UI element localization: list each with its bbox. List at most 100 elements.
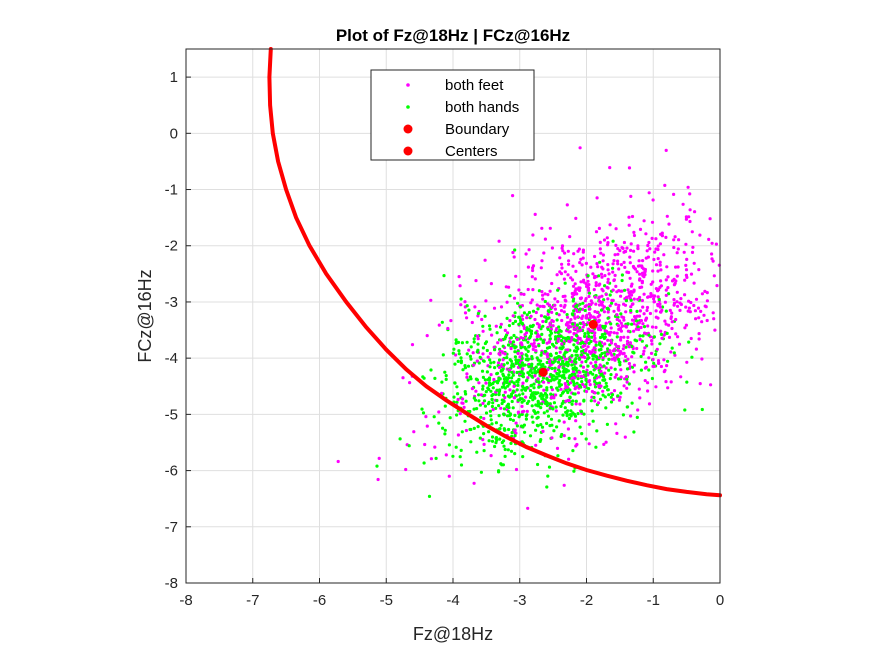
scatter-point [609, 395, 613, 399]
scatter-point [404, 467, 408, 472]
scatter-point [583, 355, 587, 360]
scatter-point [672, 192, 676, 196]
scatter-point [548, 406, 553, 410]
scatter-point [675, 251, 679, 255]
scatter-point [654, 385, 658, 389]
scatter-point [606, 338, 610, 342]
scatter-point [635, 270, 639, 274]
scatter-point [586, 279, 590, 283]
scatter-point [685, 275, 689, 279]
scatter-point [515, 370, 519, 375]
scatter-point [591, 357, 595, 361]
scatter-point [540, 226, 544, 230]
scatter-point [443, 428, 447, 432]
scatter-point [541, 340, 545, 345]
scatter-point [586, 353, 590, 357]
scatter-point [481, 384, 485, 388]
scatter-point [597, 295, 602, 299]
scatter-point [546, 474, 550, 478]
scatter-point [600, 303, 605, 307]
scatter-point [484, 299, 488, 303]
scatter-point [662, 370, 666, 374]
scatter-point [617, 357, 621, 362]
scatter-point [602, 310, 607, 314]
scatter-point [561, 359, 565, 363]
scatter-point [499, 305, 504, 309]
scatter-point [592, 334, 597, 338]
scatter-point [468, 427, 472, 432]
scatter-point [536, 462, 540, 467]
legend-marker [406, 105, 410, 109]
scatter-point [653, 250, 657, 254]
scatter-point [502, 385, 506, 389]
scatter-point [654, 309, 658, 313]
scatter-point [587, 334, 591, 338]
scatter-point [513, 355, 518, 359]
scatter-point [501, 372, 505, 376]
scatter-point [564, 384, 568, 388]
scatter-point [598, 260, 602, 264]
center-point [588, 319, 598, 329]
scatter-point [673, 281, 677, 285]
scatter-point [629, 194, 633, 198]
scatter-point [606, 263, 610, 267]
scatter-point [641, 334, 645, 338]
scatter-point [594, 283, 598, 288]
scatter-point [481, 352, 485, 356]
scatter-point [525, 409, 529, 413]
scatter-point [559, 304, 563, 308]
scatter-point [479, 393, 483, 397]
scatter-point [614, 243, 618, 247]
scatter-point [584, 437, 588, 441]
scatter-point [604, 440, 608, 444]
scatter-point [592, 339, 596, 343]
scatter-point [646, 243, 650, 248]
scatter-point [532, 382, 536, 386]
scatter-point [511, 406, 515, 410]
scatter-point [555, 386, 559, 390]
scatter-point [492, 345, 496, 349]
scatter-point [463, 390, 467, 394]
scatter-point [697, 268, 701, 272]
scatter-point [572, 343, 576, 347]
scatter-point [559, 404, 563, 408]
scatter-point [654, 237, 658, 241]
scatter-point [515, 337, 520, 341]
scatter-point [507, 382, 511, 386]
scatter-point [601, 324, 605, 328]
scatter-point [489, 418, 493, 422]
scatter-point [542, 251, 546, 255]
scatter-point [503, 352, 507, 356]
scatter-point [531, 268, 535, 273]
scatter-point [637, 259, 641, 263]
scatter-point [506, 376, 511, 380]
scatter-point [575, 292, 579, 296]
scatter-point [631, 264, 636, 269]
scatter-point [669, 350, 673, 354]
scatter-point [603, 378, 607, 382]
scatter-point [526, 376, 530, 380]
x-tick-label: -3 [513, 592, 526, 609]
scatter-point [571, 264, 575, 268]
legend-label: both hands [445, 99, 519, 116]
scatter-point [692, 261, 696, 265]
scatter-point [556, 288, 560, 292]
scatter-point [615, 313, 619, 317]
scatter-point [556, 454, 560, 458]
x-tick-label: -4 [446, 592, 459, 609]
scatter-point [503, 454, 507, 458]
scatter-point [542, 380, 546, 384]
scatter-point [586, 345, 590, 349]
scatter-point [492, 360, 496, 364]
scatter-point [640, 298, 645, 303]
scatter-point [606, 388, 610, 392]
scatter-point [600, 275, 604, 279]
scatter-point [705, 318, 709, 323]
scatter-point [534, 391, 538, 395]
scatter-point [560, 402, 564, 406]
scatter-point [679, 375, 683, 379]
scatter-point [636, 408, 640, 412]
scatter-point [579, 280, 583, 284]
scatter-point [440, 380, 444, 384]
scatter-point [635, 309, 639, 313]
